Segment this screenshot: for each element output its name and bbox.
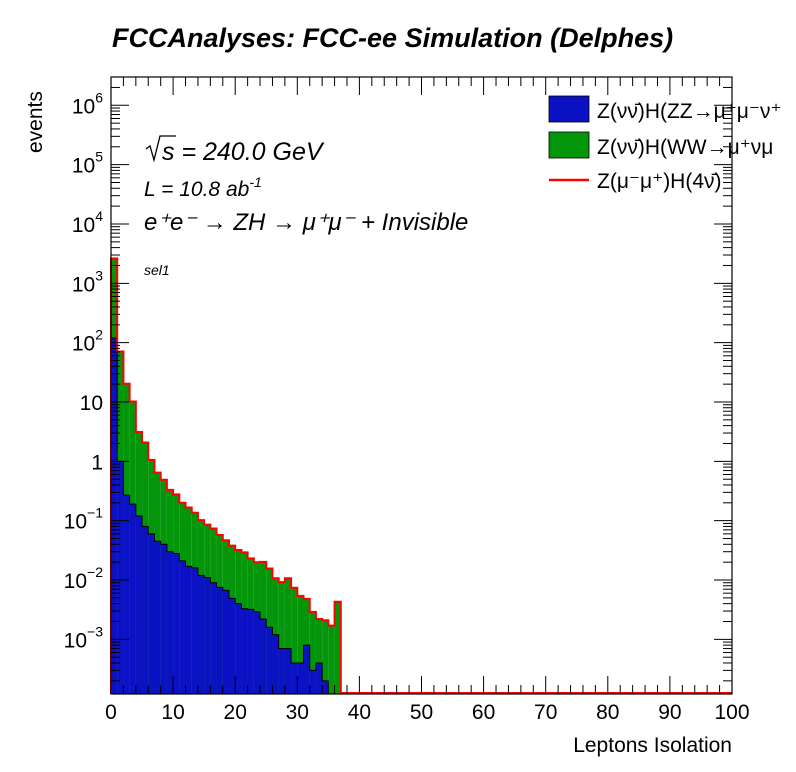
x-axis-label: Leptons Isolation [573,734,732,757]
legend-label-ww: Z(νν̄)H(WW→μ⁺νμ [597,136,773,159]
x-tick-label: 30 [286,701,309,724]
zz-bar-bin-0 [111,337,118,694]
x-tick-label: 50 [410,701,433,724]
total-line-4nu [110,257,732,694]
legend: Z(νν̄)H(ZZ→μ⁺μ⁻ν⁺ Z(νν̄)H(WW→μ⁺νμ Z(μ⁻μ⁺… [548,95,782,193]
y-tick-label: 10−2 [64,564,104,593]
y-tick-label: 106 [72,89,103,118]
ww-bar-bin-35 [328,625,335,694]
ww-bar-bin-29 [291,587,298,694]
zz-bar-bin-20 [235,603,242,694]
zz-bar-bin-18 [222,590,229,694]
chart-title: FCCAnalyses: FCC-ee Simulation (Delphes) [112,23,673,53]
x-tick-label: 80 [596,701,619,724]
legend-swatch-ww [548,131,590,159]
zz-bar-bin-1 [117,461,124,694]
sqrt-s-text: s = 240.0 GeV [162,138,325,166]
ww-bar-bin-28 [284,578,292,694]
x-tick-label: 100 [714,701,749,724]
zz-bar-bin-19 [228,598,236,694]
x-tick-label: 70 [534,701,557,724]
y-tick-label: 104 [72,208,103,237]
zz-bar-bin-28 [284,648,292,694]
zz-bar-bin-10 [173,553,180,694]
ww-bar-bin-36 [334,601,341,694]
legend-label-zz: Z(νν̄)H(ZZ→μ⁺μ⁻ν⁺ [597,100,782,123]
x-tick-label: 20 [224,701,247,724]
x-tick-label: 90 [658,701,681,724]
ww-bar-bin-27 [278,582,285,694]
selection-annotation: sel1 [144,262,170,278]
zz-bar-bin-30 [297,662,304,694]
y-tick-label: 103 [72,267,103,296]
zz-bar-bin-26 [272,634,279,694]
zz-bar-bin-24 [260,619,267,694]
zz-bar-bin-9 [166,551,174,694]
zz-bar-bin-16 [210,582,217,694]
sqrt-s-annotation: s = 240.0 GeV [145,135,325,166]
y-tick-label: 10−1 [64,505,104,534]
ww-bar-bin-34 [322,620,329,694]
zz-bar-bin-11 [179,560,186,694]
y-tick-label: 105 [72,149,103,178]
zz-bar-bin-31 [303,645,310,694]
zz-bar-bin-27 [278,648,285,694]
zz-bar-bin-21 [241,608,248,694]
zz-bar-bin-29 [291,662,298,694]
zz-bar-bin-17 [216,587,223,694]
x-tick-label: 0 [105,701,117,724]
legend-swatch-zz [548,95,590,123]
lumi-exponent: -1 [249,174,261,190]
y-tick-label: 102 [72,327,103,356]
zz-bar-bin-33 [315,662,323,694]
zz-bar-bin-6 [148,533,155,694]
ww-bar-bin-30 [297,595,304,694]
zz-bar-bin-13 [191,567,198,694]
y-tick-label: 10 [80,392,103,415]
x-tick-label: 10 [161,701,184,724]
sqrt-symbol [145,135,176,163]
zz-bar-bin-22 [247,609,254,694]
process-annotation: e⁺e⁻ → ZH → μ⁺μ⁻ + Invisible [144,209,468,236]
x-tick-label: 60 [472,701,495,724]
histogram-layer [110,257,732,695]
y-tick-label: 10−3 [64,623,104,652]
lumi-text: L = 10.8 ab [144,178,250,201]
zz-bar-bin-25 [266,627,273,694]
zz-bar-bin-14 [197,575,205,694]
zz-bar-bin-23 [253,611,261,694]
zz-bar-bin-15 [204,577,211,694]
y-axis-label: events [24,91,47,153]
lumi-annotation: L = 10.8 ab-1 [144,174,262,201]
y-tick-label: 1 [91,451,103,474]
x-tick-label: 40 [348,701,371,724]
zz-bar-bin-8 [160,544,167,694]
x-axis-ticks: 0 10 20 30 40 50 60 70 80 90 100 [105,77,750,724]
legend-label-4nu: Z(μ⁻μ⁺)H(4ν̄) [597,170,722,193]
ww-bar-bin-33 [315,619,323,694]
zz-bar-bin-7 [154,541,161,694]
ww-bar-bin-32 [309,611,316,694]
svg-text:L = 10.8 ab-1: L = 10.8 ab-1 [144,174,262,201]
zz-bar-bin-5 [142,526,149,694]
zz-bar-bin-34 [322,680,329,694]
zz-bar-bin-2 [123,495,130,694]
zz-bar-bin-32 [309,670,316,694]
zz-outline [110,337,341,695]
zz-bar-bin-4 [135,515,143,694]
zz-bar-bin-12 [185,566,192,694]
zz-bar-bin-3 [129,504,136,694]
